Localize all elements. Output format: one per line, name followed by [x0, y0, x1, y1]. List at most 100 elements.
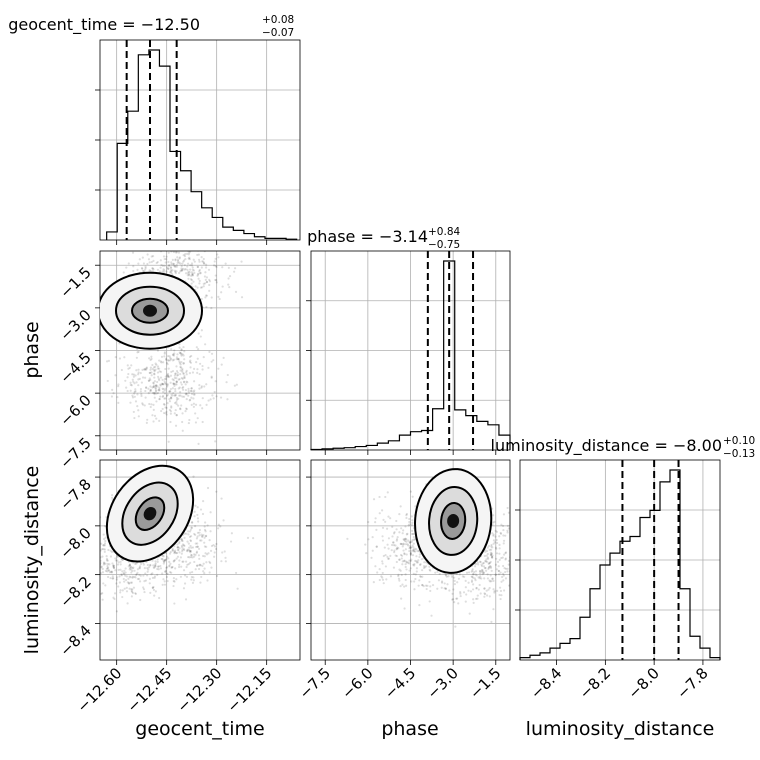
scatter-point	[152, 268, 155, 271]
scatter-point	[221, 232, 223, 234]
scatter-point	[129, 566, 132, 570]
scatter-point	[204, 343, 207, 346]
panel-geocent-time-vs-phase: −7.5−6.0−4.5−3.0−1.5	[56, 232, 301, 472]
scatter-point	[156, 365, 160, 368]
scatter-point	[174, 567, 177, 570]
scatter-point	[165, 361, 169, 365]
scatter-point	[194, 504, 197, 507]
scatter-point	[128, 366, 131, 369]
scatter-point	[180, 565, 183, 568]
scatter-point	[205, 294, 208, 297]
scatter-point	[173, 550, 176, 553]
scatter-point	[137, 368, 140, 371]
scatter-point	[103, 562, 106, 565]
scatter-point	[206, 579, 209, 582]
scatter-point	[175, 381, 178, 384]
scatter-point	[156, 558, 159, 561]
scatter-point	[191, 581, 195, 584]
tick-label-x: −12.45	[124, 664, 176, 716]
scatter-point	[179, 408, 182, 411]
scatter-point	[178, 346, 181, 349]
scatter-point	[203, 262, 206, 265]
scatter-point	[147, 387, 150, 390]
scatter-point	[134, 592, 137, 596]
scatter-point	[106, 562, 109, 566]
scatter-point	[206, 486, 210, 490]
scatter-point	[174, 393, 177, 396]
scatter-point	[171, 268, 174, 272]
scatter-point	[131, 575, 134, 578]
scatter-point	[133, 390, 136, 393]
scatter-point	[182, 560, 185, 563]
scatter-point	[142, 563, 145, 566]
scatter-point	[202, 562, 205, 565]
scatter-point	[180, 539, 184, 542]
scatter-point	[169, 244, 171, 246]
scatter-point	[179, 556, 183, 559]
scatter-point	[151, 586, 154, 590]
scatter-point	[158, 379, 161, 382]
scatter-point	[179, 575, 183, 578]
scatter-point	[194, 542, 197, 545]
scatter-point	[196, 535, 199, 538]
scatter-point	[111, 562, 114, 565]
scatter-point	[178, 256, 182, 259]
scatter-point	[159, 251, 163, 253]
scatter-point	[158, 596, 161, 600]
scatter-point	[160, 557, 163, 561]
scatter-point	[142, 368, 146, 371]
scatter-point	[157, 568, 160, 571]
tick-label-x: −1.5	[466, 664, 504, 702]
scatter-point	[132, 380, 135, 383]
scatter-point	[179, 369, 182, 372]
scatter-point	[148, 582, 151, 585]
scatter-point	[163, 264, 166, 267]
scatter-point	[168, 244, 170, 246]
scatter-point	[201, 554, 205, 558]
scatter-point	[117, 401, 120, 404]
scatter-point	[105, 557, 109, 560]
scatter-point	[217, 523, 220, 526]
scatter-point	[177, 251, 181, 254]
scatter-point	[121, 558, 124, 562]
scatter-point	[185, 241, 187, 243]
scatter-point	[126, 602, 129, 605]
scatter-point	[201, 260, 204, 263]
scatter-point	[179, 351, 182, 355]
scatter-point	[145, 366, 148, 369]
scatter-point	[167, 354, 170, 358]
scatter-point	[159, 370, 163, 373]
scatter-point	[181, 262, 184, 265]
scatter-point	[189, 359, 192, 362]
scatter-point	[180, 537, 183, 541]
scatter-point	[93, 545, 95, 547]
scatter-point	[209, 244, 211, 246]
scatter-point	[153, 566, 156, 569]
scatter-point	[193, 260, 196, 263]
scatter-point	[161, 554, 164, 558]
scatter-point	[193, 553, 196, 556]
scatter-point	[104, 584, 107, 587]
scatter-point	[208, 289, 211, 292]
scatter-point	[198, 564, 201, 567]
scatter-point	[167, 267, 170, 270]
scatter-point	[141, 402, 144, 405]
scatter-point	[151, 559, 154, 562]
scatter-point	[159, 266, 162, 269]
scatter-point	[205, 294, 209, 297]
scatter-point	[157, 565, 160, 568]
scatter-point	[191, 274, 194, 277]
scatter-point	[153, 414, 157, 417]
scatter-point	[150, 355, 153, 358]
scatter-point	[194, 285, 197, 288]
scatter-point	[164, 357, 168, 360]
scatter-point	[165, 413, 168, 416]
panel-frame	[519, 459, 721, 661]
scatter-point	[178, 257, 181, 260]
scatter-point	[190, 578, 193, 581]
scatter-point	[116, 563, 120, 566]
scatter-point	[189, 561, 192, 564]
scatter-point	[172, 560, 175, 563]
scatter-point	[221, 266, 224, 269]
scatter-point	[152, 588, 156, 592]
